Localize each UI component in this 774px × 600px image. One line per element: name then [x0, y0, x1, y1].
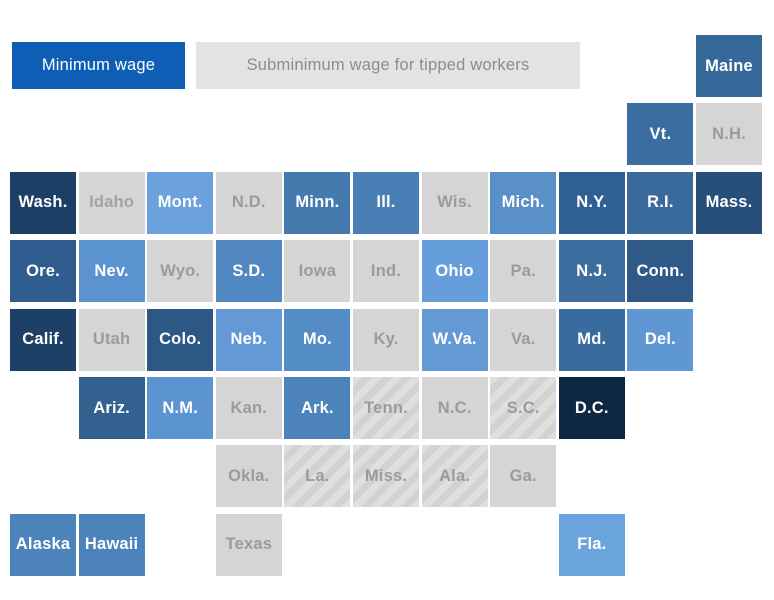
state-tile-iowa: Iowa — [284, 240, 351, 303]
legend-toggle-subminimum-wage[interactable]: Subminimum wage for tipped workers — [196, 42, 580, 89]
state-tile-wyo: Wyo. — [147, 240, 214, 303]
state-tile-la: La. — [284, 445, 351, 508]
state-tile-miss: Miss. — [353, 445, 419, 508]
state-tile-pa: Pa. — [490, 240, 557, 303]
state-tile-ariz: Ariz. — [78, 377, 145, 439]
state-tile-ill: Ill. — [353, 171, 419, 234]
state-tile-wis: Wis. — [421, 171, 488, 234]
state-tile-minn: Minn. — [284, 171, 351, 234]
state-tile-ny: N.Y. — [558, 171, 625, 234]
state-tile-mass: Mass. — [696, 171, 762, 234]
state-tile-okla: Okla. — [215, 445, 282, 508]
legend: Minimum wage Subminimum wage for tipped … — [12, 42, 580, 89]
state-tile-neb: Neb. — [215, 308, 282, 371]
state-tile-nm: N.M. — [147, 377, 214, 439]
state-tile-tenn: Tenn. — [353, 377, 419, 439]
state-tile-fla: Fla. — [558, 513, 625, 576]
state-tile-utah: Utah — [78, 308, 145, 371]
state-tile-wva: W.Va. — [421, 308, 488, 371]
state-tile-mont: Mont. — [147, 171, 214, 234]
state-tile-ark: Ark. — [284, 377, 351, 439]
state-tile-ri: R.I. — [627, 171, 694, 234]
state-tile-nc: N.C. — [421, 377, 488, 439]
state-tile-nj: N.J. — [558, 240, 625, 303]
state-tile-wash: Wash. — [10, 171, 76, 234]
state-tile-idaho: Idaho — [78, 171, 145, 234]
state-tile-colo: Colo. — [147, 308, 214, 371]
state-tile-ky: Ky. — [353, 308, 419, 371]
state-tile-conn: Conn. — [627, 240, 694, 303]
state-tile-mich: Mich. — [490, 171, 557, 234]
state-tile-sd: S.D. — [215, 240, 282, 303]
state-tile-nh: N.H. — [696, 103, 762, 166]
state-tile-ind: Ind. — [353, 240, 419, 303]
state-tile-vt: Vt. — [627, 103, 694, 166]
state-tile-ga: Ga. — [490, 445, 557, 508]
state-tile-hawaii: Hawaii — [78, 513, 145, 576]
state-tile-nev: Nev. — [78, 240, 145, 303]
state-tile-nd: N.D. — [215, 171, 282, 234]
state-tile-ore: Ore. — [10, 240, 76, 303]
state-tile-ala: Ala. — [421, 445, 488, 508]
state-tile-sc: S.C. — [490, 377, 557, 439]
state-tile-dc: D.C. — [558, 377, 625, 439]
state-tile-maine: Maine — [696, 35, 762, 97]
state-tile-del: Del. — [627, 308, 694, 371]
state-tile-alaska: Alaska — [10, 513, 76, 576]
legend-toggle-minimum-wage[interactable]: Minimum wage — [12, 42, 185, 89]
state-tile-mo: Mo. — [284, 308, 351, 371]
state-tile-va: Va. — [490, 308, 557, 371]
state-tile-ohio: Ohio — [421, 240, 488, 303]
state-tile-texas: Texas — [215, 513, 282, 576]
state-tile-calif: Calif. — [10, 308, 76, 371]
state-tile-md: Md. — [558, 308, 625, 371]
state-tile-kan: Kan. — [215, 377, 282, 439]
